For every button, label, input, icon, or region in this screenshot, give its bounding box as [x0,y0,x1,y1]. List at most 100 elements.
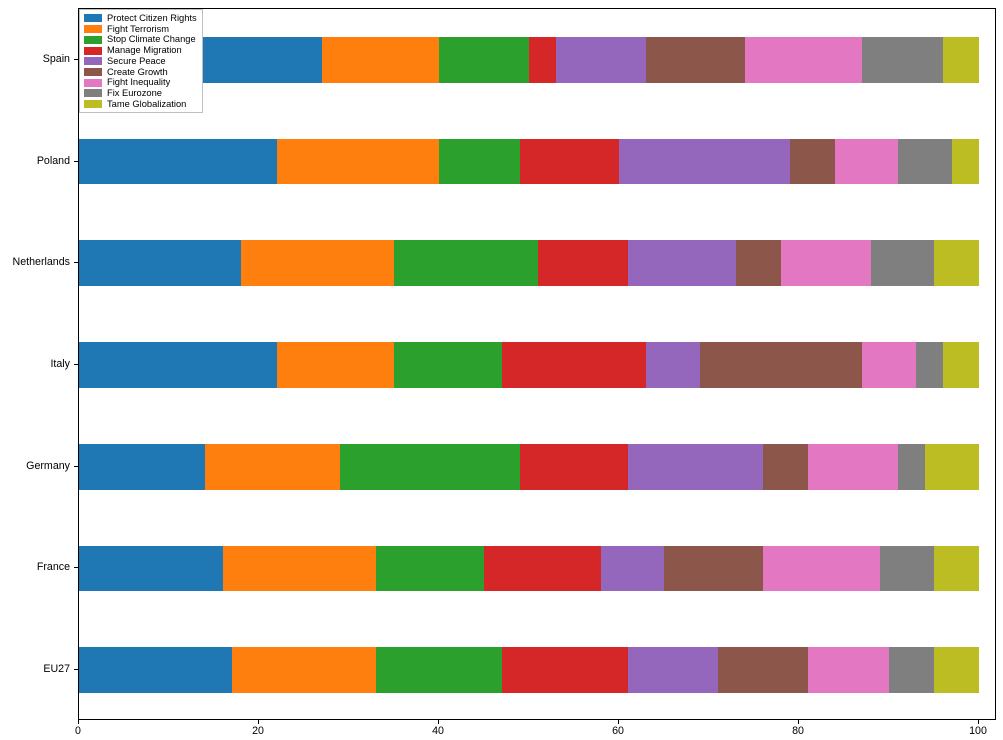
x-tick-label: 40 [432,725,444,737]
legend-item: Fix Eurozone [84,88,197,99]
y-tick-mark [74,161,78,162]
legend-item: Protect Citizen Rights [84,13,197,24]
y-tick-label: Spain [43,53,70,65]
x-tick-label: 20 [252,725,264,737]
legend-item: Stop Climate Change [84,34,197,45]
legend-swatch [84,89,102,97]
bar-segment [628,240,736,286]
y-tick-mark [74,59,78,60]
y-tick-mark [74,364,78,365]
y-tick-label: France [37,561,70,573]
legend-swatch [84,36,102,44]
legend-label: Fight Inequality [107,77,170,88]
legend-label: Tame Globalization [107,99,186,110]
bar-segment [718,647,808,693]
x-tick-mark [798,720,799,724]
bar-segment [745,37,862,83]
legend-swatch [84,14,102,22]
y-tick-label: EU27 [43,663,70,675]
legend-item: Create Growth [84,67,197,78]
legend-swatch [84,79,102,87]
legend-swatch [84,68,102,76]
legend-swatch [84,100,102,108]
bar-segment [277,342,394,388]
legend: Protect Citizen RightsFight TerrorismSto… [79,9,203,113]
bar-row [79,37,995,83]
bar-segment [808,647,889,693]
legend-item: Secure Peace [84,56,197,67]
bar-segment [520,139,619,185]
bar-segment [376,546,484,592]
bar-segment [529,37,556,83]
legend-label: Protect Citizen Rights [107,13,197,24]
bar-segment [277,139,439,185]
bar-row [79,444,995,490]
bar-segment [79,139,277,185]
legend-label: Fight Terrorism [107,24,169,35]
bar-segment [898,444,925,490]
legend-label: Stop Climate Change [107,34,196,45]
bar-segment [646,342,700,388]
bar-segment [934,647,979,693]
y-tick-mark [74,567,78,568]
bar-segment [808,444,898,490]
x-tick-mark [258,720,259,724]
bar-segment [619,139,790,185]
bar-segment [322,37,439,83]
bar-segment [439,139,520,185]
bar-segment [862,37,943,83]
x-tick-mark [978,720,979,724]
bar-segment [889,647,934,693]
legend-item: Manage Migration [84,45,197,56]
bar-segment [835,139,898,185]
bar-segment [556,37,646,83]
bar-segment [394,342,502,388]
bar-segment [394,240,538,286]
bar-segment [520,444,628,490]
y-tick-label: Germany [26,460,70,472]
bar-segment [943,37,979,83]
bar-segment [79,647,232,693]
y-tick-mark [74,669,78,670]
x-tick-mark [78,720,79,724]
bar-segment [79,342,277,388]
bar-segment [205,444,340,490]
bar-segment [79,444,205,490]
bar-segment [871,240,934,286]
bar-segment [898,139,952,185]
bar-row [79,342,995,388]
bar-segment [601,546,664,592]
bar-row [79,647,995,693]
bar-segment [763,444,808,490]
bar-segment [79,546,223,592]
y-tick-label: Netherlands [13,256,70,268]
bar-segment [790,139,835,185]
bar-segment [700,342,862,388]
legend-label: Manage Migration [107,45,182,56]
bar-segment [502,647,628,693]
bar-segment [340,444,520,490]
bar-segment [628,647,718,693]
y-tick-mark [74,262,78,263]
bar-segment [376,647,502,693]
bar-segment [664,546,763,592]
x-tick-label: 0 [75,725,81,737]
y-tick-label: Italy [50,358,70,370]
bar-segment [232,647,376,693]
bar-segment [880,546,934,592]
legend-label: Fix Eurozone [107,88,162,99]
bar-segment [439,37,529,83]
bar-segment [925,444,979,490]
bar-segment [628,444,763,490]
x-tick-mark [618,720,619,724]
bar-segment [781,240,871,286]
x-tick-mark [438,720,439,724]
legend-item: Tame Globalization [84,99,197,110]
bar-segment [916,342,943,388]
bar-segment [502,342,646,388]
plot-area [78,8,996,720]
x-tick-label: 80 [792,725,804,737]
bar-segment [484,546,601,592]
legend-swatch [84,25,102,33]
legend-item: Fight Inequality [84,77,197,88]
